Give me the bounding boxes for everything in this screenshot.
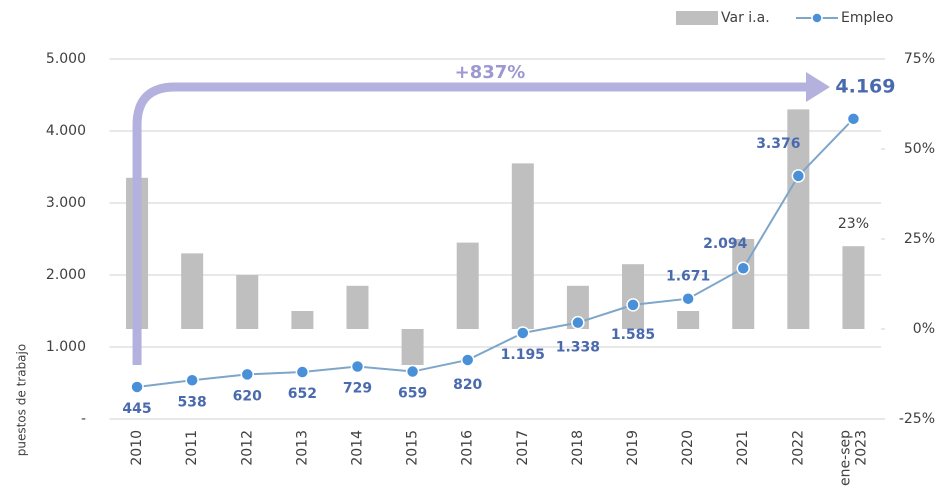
bar xyxy=(677,311,700,329)
line-marker xyxy=(350,359,365,374)
x-tick-label-line: 2023 xyxy=(853,430,869,466)
x-tick-label: 2013 xyxy=(294,430,310,466)
line-label: 4.169 xyxy=(835,75,895,97)
bar xyxy=(787,109,810,330)
line-marker xyxy=(791,169,806,183)
y-axis-label: puestos de trabajo xyxy=(15,344,29,456)
line-label: 3.376 xyxy=(756,136,800,152)
x-tick-label: 2010 xyxy=(129,430,145,466)
line-label: 445 xyxy=(122,401,151,417)
bar xyxy=(181,253,204,329)
legend-label: Var i.a. xyxy=(721,10,770,26)
x-tick-label: 2022 xyxy=(790,430,806,466)
annotation: +837% xyxy=(455,62,526,83)
y-tick-label: 5.000 xyxy=(46,51,86,67)
line-marker xyxy=(460,353,475,367)
line xyxy=(136,118,855,388)
bar xyxy=(842,246,865,329)
line-marker xyxy=(240,367,255,382)
y-tick-label: 3.000 xyxy=(46,195,86,211)
bar xyxy=(346,285,369,329)
line-label: 652 xyxy=(288,386,317,402)
y-tick-label: 4.000 xyxy=(46,123,86,139)
x-tick-label: 2020 xyxy=(680,430,696,466)
bar xyxy=(456,242,479,329)
y-tick-label: 1.000 xyxy=(46,339,86,355)
line-marker xyxy=(130,380,144,394)
line-label: 1.671 xyxy=(666,269,710,285)
x-tick-label: 2011 xyxy=(184,430,200,466)
line-label: 1.585 xyxy=(611,327,655,343)
line-label: 729 xyxy=(343,381,372,397)
line-marker xyxy=(736,261,750,275)
y2-tick-label: 0% xyxy=(913,321,935,337)
line-marker xyxy=(405,364,420,379)
x-tick-label: 2015 xyxy=(405,430,421,466)
line-marker xyxy=(681,291,695,306)
line-marker xyxy=(185,373,199,388)
bar xyxy=(622,264,645,329)
line-label: 1.195 xyxy=(501,347,545,363)
bar-label: 23% xyxy=(838,216,869,232)
line-label: 659 xyxy=(398,386,427,402)
y-tick-label: - xyxy=(81,411,86,427)
legend-marker xyxy=(811,12,823,24)
legend-label: Empleo xyxy=(841,10,893,26)
line-marker xyxy=(626,298,640,312)
bar xyxy=(732,239,755,329)
y2-tick-label: 50% xyxy=(904,141,935,157)
y2-tick-label: 75% xyxy=(904,51,935,67)
line-marker xyxy=(295,365,310,379)
y2-tick-label: 25% xyxy=(904,231,935,247)
x-tick-label-line: ene-sep xyxy=(837,430,853,486)
y2-tick-label: -25% xyxy=(899,411,935,427)
line-marker xyxy=(516,326,530,340)
bar xyxy=(236,275,259,329)
x-tick-label: 2012 xyxy=(239,430,255,466)
growth-arrow xyxy=(132,82,808,365)
line-marker xyxy=(846,112,861,126)
bar xyxy=(566,285,589,329)
x-tick-label: 2014 xyxy=(349,430,365,466)
x-tick-label: ene-sep2023 xyxy=(837,430,869,486)
line-label: 2.094 xyxy=(703,236,748,252)
bar xyxy=(401,329,424,365)
x-tick-label: 2016 xyxy=(460,430,476,466)
y-tick-label: 2.000 xyxy=(46,267,86,283)
line-label: 538 xyxy=(178,394,207,410)
x-tick-label: 2021 xyxy=(735,430,751,466)
line-label: 620 xyxy=(233,388,262,404)
line-label: 1.338 xyxy=(556,340,600,356)
x-tick-label: 2019 xyxy=(625,430,641,466)
legend-swatch xyxy=(676,11,718,25)
line-label: 820 xyxy=(453,377,482,393)
growth-arrowhead xyxy=(806,72,830,102)
bar xyxy=(291,311,314,329)
x-tick-label: 2017 xyxy=(515,430,531,466)
bar xyxy=(511,163,534,329)
x-tick-label: 2018 xyxy=(570,430,586,466)
line-marker xyxy=(571,315,585,330)
